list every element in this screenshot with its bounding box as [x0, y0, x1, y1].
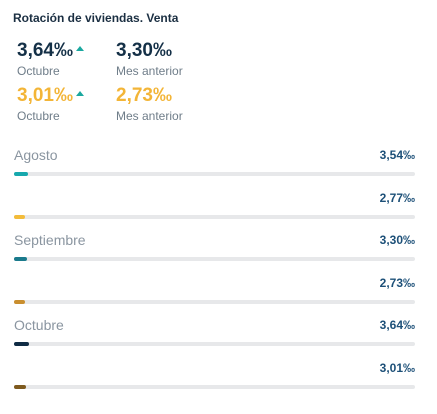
kpi-previous-secondary: 2,73‰ Mes anterior — [116, 85, 183, 123]
data-label: 2,77‰ — [379, 191, 415, 205]
kpi-label: Mes anterior — [116, 109, 183, 123]
bar — [14, 257, 27, 261]
widget-title: Rotación de viviendas. Venta — [13, 11, 179, 25]
category-label: Octubre — [14, 317, 64, 333]
data-label: 2,73‰ — [379, 276, 415, 290]
data-label: 3,54‰ — [379, 148, 415, 162]
data-label: 3,64‰ — [379, 318, 415, 332]
bar-track — [14, 257, 415, 261]
bar-track — [14, 215, 415, 219]
bar-track — [14, 385, 415, 389]
bar-track — [14, 342, 415, 346]
bar — [14, 342, 29, 346]
bar — [14, 215, 25, 219]
kpi-value: 3,01‰ — [17, 85, 73, 106]
kpi-value: 3,64‰ — [17, 40, 73, 61]
bar-track — [14, 300, 415, 304]
kpi-label: Octubre — [17, 64, 60, 78]
category-label: Agosto — [14, 147, 58, 163]
category-label: Septiembre — [14, 232, 86, 248]
arrow-up-icon — [75, 46, 84, 51]
bar-track — [14, 172, 415, 176]
data-label: 3,01‰ — [379, 361, 415, 375]
kpi-value: 2,73‰ — [116, 85, 172, 106]
bar — [14, 300, 25, 304]
kpi-current-secondary: 3,01‰ Octubre — [17, 85, 84, 123]
kpi-label: Mes anterior — [116, 64, 183, 78]
kpi-current-primary: 3,64‰ Octubre — [17, 40, 84, 78]
bar — [14, 385, 26, 389]
kpi-previous-primary: 3,30‰ Mes anterior — [116, 40, 183, 78]
arrow-up-icon — [75, 91, 84, 96]
kpi-label: Octubre — [17, 109, 60, 123]
kpi-value: 3,30‰ — [116, 40, 172, 61]
data-label: 3,30‰ — [379, 233, 415, 247]
bar — [14, 172, 28, 176]
